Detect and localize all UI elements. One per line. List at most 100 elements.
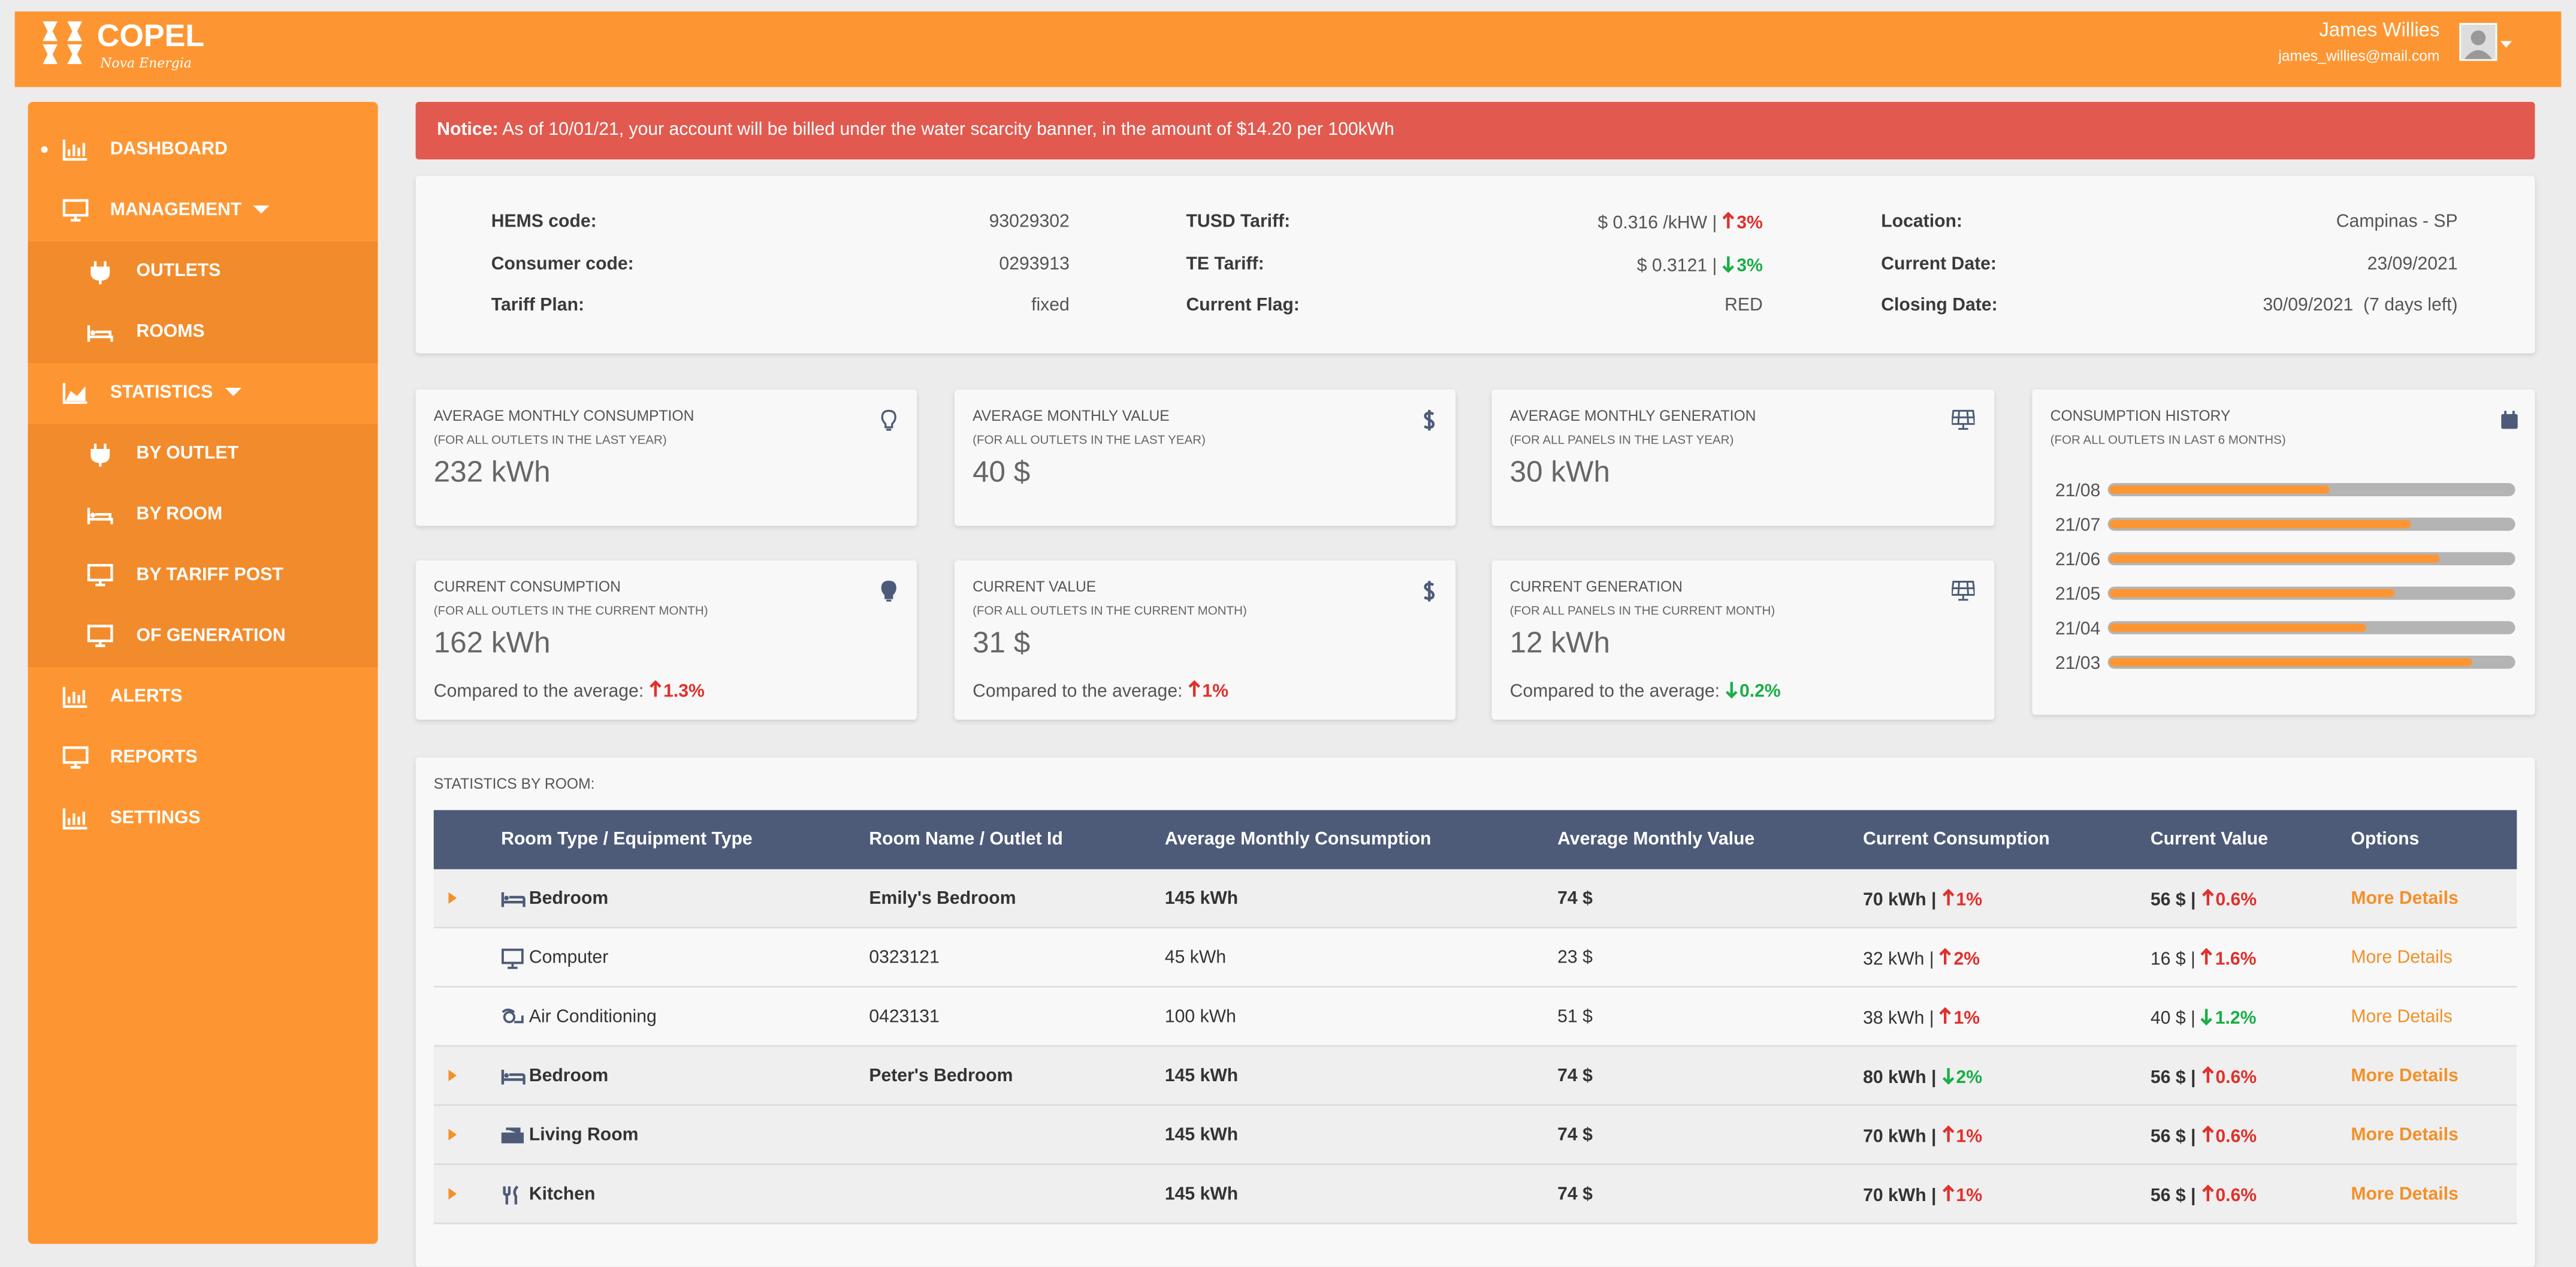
menu-caret <box>253 206 269 215</box>
arrow-up <box>1188 680 1201 698</box>
field-value: $ 0.316 /kHW |3% <box>1597 212 1762 234</box>
menu-item[interactable]: OUTLETS <box>137 260 221 282</box>
change: 1% <box>1937 891 1983 910</box>
more-details-link[interactable]: More Details <box>2351 1066 2458 1086</box>
field-text: Campinas - SP <box>2336 212 2458 232</box>
user-email: james_willies@mail.com <box>2278 48 2439 64</box>
menu-item[interactable]: OF GENERATION <box>137 625 286 647</box>
cell-text: 32 kWh | <box>1863 950 1934 970</box>
type-cell: Air Conditioning <box>529 1007 657 1027</box>
card-icon <box>1952 409 1974 431</box>
current-value-cell: 56 $ |0.6% <box>2151 889 2257 910</box>
change-value: 2% <box>1956 1068 1982 1088</box>
bar <box>2109 485 2329 494</box>
avg-value-cell: 74 $ <box>1557 1126 1593 1145</box>
history-chart: 21/0821/0721/0621/0521/0421/03 <box>2032 390 2535 715</box>
menu-item[interactable]: ROOMS <box>137 321 205 343</box>
change-value: 0.6% <box>2215 1187 2257 1206</box>
avg-value-cell: 23 $ <box>1557 948 1593 968</box>
bar <box>2109 623 2366 632</box>
active-dot <box>41 146 48 153</box>
avatar-icon <box>2461 25 2496 59</box>
change: 1% <box>1934 1009 1980 1028</box>
cell-text: 56 $ | <box>2151 1187 2196 1206</box>
column-header: Options <box>2351 830 2419 850</box>
menu-label: MANAGEMENT <box>110 200 242 220</box>
menu-item[interactable]: BY TARIFF POST <box>137 563 283 586</box>
cell-text: 70 kWh | <box>1863 1187 1936 1206</box>
name-cell: 0323121 <box>869 948 939 968</box>
menu-item[interactable]: BY ROOM <box>137 503 223 526</box>
field-value: 93029302 <box>989 212 1070 232</box>
menu-item[interactable]: REPORTS <box>110 746 198 769</box>
type-cell: Bedroom <box>529 1066 608 1086</box>
change: 2% <box>1934 950 1980 970</box>
compare-label: Compared to the average: <box>973 682 1182 702</box>
menu-item[interactable]: MANAGEMENT <box>110 199 270 222</box>
type-icon <box>501 948 526 970</box>
more-details-link[interactable]: More Details <box>2351 889 2458 909</box>
avg-value-cell: 74 $ <box>1557 889 1593 909</box>
card-value: 30 kWh <box>1510 455 1610 490</box>
tagline: Nova Energia <box>100 56 192 71</box>
expand-caret <box>448 1070 457 1081</box>
arrow-up <box>2201 889 2214 907</box>
card-subtitle: (FOR ALL OUTLETS IN THE CURRENT MONTH) <box>434 603 708 618</box>
change: 1% <box>1183 682 1229 702</box>
menu-icon <box>87 503 113 527</box>
menu-item[interactable]: BY OUTLET <box>137 442 238 465</box>
field-label: Closing Date: <box>1881 296 1997 316</box>
menu-icon <box>62 807 89 831</box>
menu-label: OF GENERATION <box>137 626 286 646</box>
change-value: 1% <box>1956 1187 1982 1206</box>
type-icon <box>501 1126 526 1147</box>
change-value: 1.2% <box>2215 1009 2257 1028</box>
column-header: Current Consumption <box>1863 830 2050 850</box>
change: 0.6% <box>2196 1187 2257 1206</box>
field-text: $ 0.3121 | <box>1637 255 1717 275</box>
menu-label: ROOMS <box>137 322 205 342</box>
current-consumption-cell: 70 kWh |1% <box>1863 1126 1982 1147</box>
change-value: 3% <box>1737 255 1763 275</box>
menu-item[interactable]: DASHBOARD <box>110 138 228 161</box>
more-details-link[interactable]: More Details <box>2351 1126 2458 1145</box>
menu-item[interactable]: ALERTS <box>110 685 183 708</box>
menu-item[interactable]: STATISTICS <box>110 381 241 404</box>
menu-icon <box>87 260 113 284</box>
cell-text: 16 $ | <box>2151 950 2196 970</box>
card-title: AVERAGE MONTHLY GENERATION <box>1510 408 1756 424</box>
more-details-link[interactable]: More Details <box>2351 1007 2452 1027</box>
avg-value-cell: 74 $ <box>1557 1066 1593 1086</box>
account-panel <box>416 176 2535 353</box>
field-value: fixed <box>1031 296 1070 316</box>
arrow-up <box>648 680 662 698</box>
change-value: 3% <box>1737 213 1763 233</box>
field-label: HEMS code: <box>491 212 597 232</box>
current-value-cell: 16 $ |1.6% <box>2151 948 2257 970</box>
card-icon <box>881 409 897 432</box>
cell-text: 70 kWh | <box>1863 891 1936 910</box>
field-value: RED <box>1725 296 1763 316</box>
type-cell: Living Room <box>529 1126 639 1145</box>
arrow-up <box>1941 1185 1955 1203</box>
name-cell: Emily's Bedroom <box>869 889 1016 909</box>
field-label: Consumer code: <box>491 254 634 274</box>
cell-text: 38 kWh | <box>1863 1009 1934 1028</box>
field-value: 30/09/2021 (7 days left) <box>2263 296 2457 316</box>
avatar[interactable] <box>2459 23 2497 61</box>
menu-item[interactable]: SETTINGS <box>110 807 201 829</box>
avg-consumption-cell: 145 kWh <box>1165 1066 1238 1086</box>
card-title: CURRENT GENERATION <box>1510 578 1683 595</box>
bar-label: 21/04 <box>2055 619 2100 638</box>
menu-label: SETTINGS <box>110 809 201 828</box>
card-icon <box>881 580 897 603</box>
avg-value-cell: 74 $ <box>1557 1185 1593 1205</box>
more-details-link[interactable]: More Details <box>2351 1185 2458 1205</box>
current-value-cell: 56 $ |0.6% <box>2151 1126 2257 1147</box>
card-value: 40 $ <box>973 455 1030 490</box>
cell-text: 56 $ | <box>2151 891 2196 910</box>
avg-consumption-cell: 45 kWh <box>1165 948 1226 968</box>
more-details-link[interactable]: More Details <box>2351 948 2452 968</box>
arrow-up <box>1941 1126 1955 1144</box>
logo-icon <box>38 18 87 67</box>
